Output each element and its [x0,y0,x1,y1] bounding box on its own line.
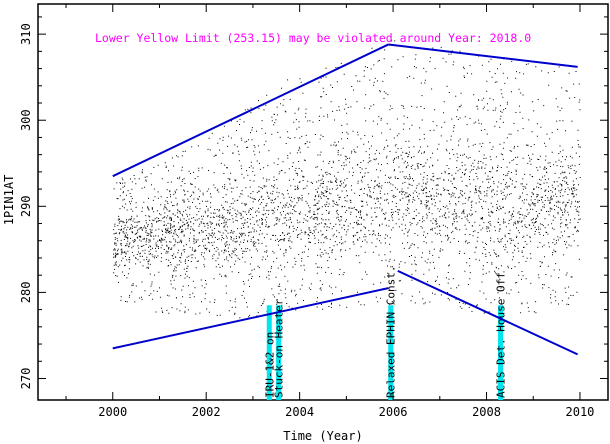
x-tick-label: 2008 [472,405,501,419]
y-tick-label: 290 [19,195,33,217]
event-label: IRU-1&2 on [263,332,276,398]
x-tick-label: 2006 [379,405,408,419]
event-label: Relaxed EPHIN Const. [385,266,398,398]
x-tick-label: 2002 [192,405,221,419]
point-cloud [113,39,581,319]
plot-frame [37,3,609,401]
x-tick-label: 2004 [285,405,314,419]
axis-ticks: 2000 2002 2004 2006 2008 2010 270 280 290 300 310 [19,4,608,419]
upper-limit-trend-1 [112,43,389,178]
y-tick-label: 270 [19,368,33,390]
limit-annotation: Lower Yellow Limit (253.15) may be viola… [95,31,531,45]
lower-limit-trend-2 [397,269,579,356]
x-tick-label: 2000 [98,405,127,419]
event-label: Stuck-on Heater [273,298,286,398]
y-axis-title: 1PIN1AT [2,175,16,226]
upper-limit-trend-2 [388,43,578,68]
y-tick-label: 310 [19,23,33,45]
data-points [113,39,581,319]
trend-lines [112,43,579,356]
x-tick-label: 2010 [566,405,595,419]
event-label: ACIS Det. House Off [495,272,508,398]
x-axis-title: Time (Year) [283,429,362,443]
lower-limit-trend-1 [112,287,389,350]
y-tick-label: 300 [19,109,33,131]
y-tick-label: 280 [19,282,33,304]
